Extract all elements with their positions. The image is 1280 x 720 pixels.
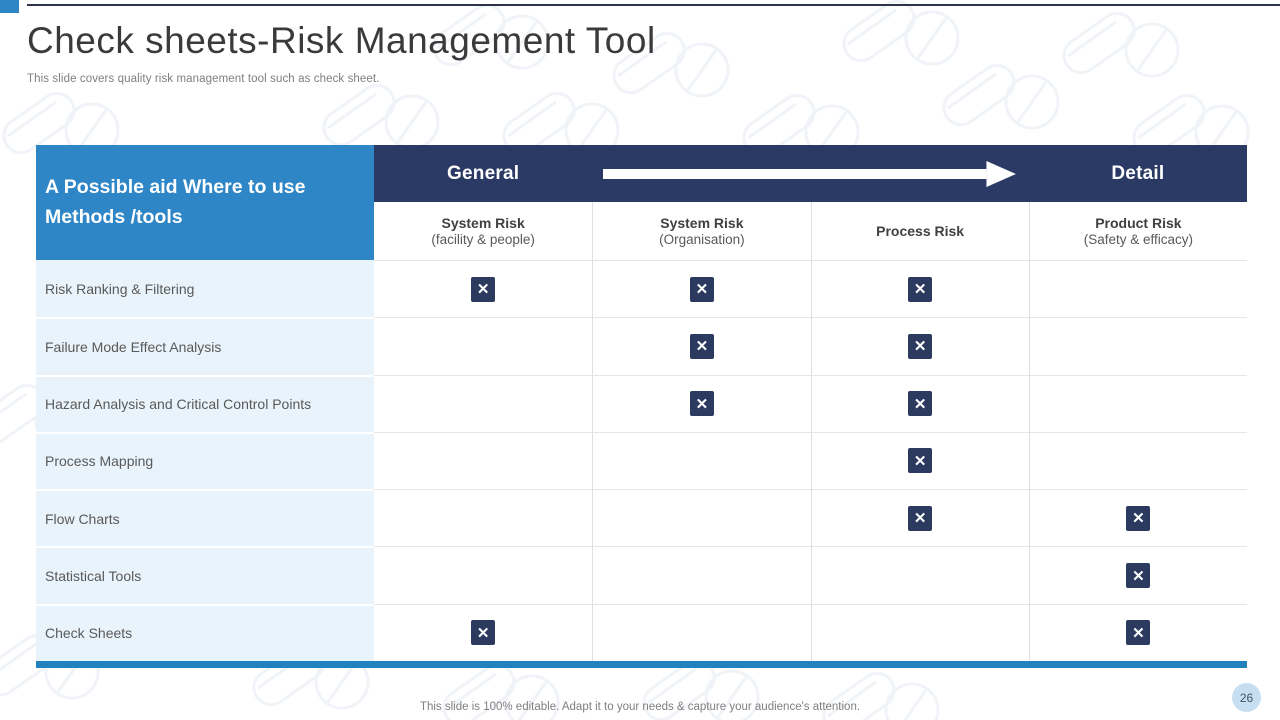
column-subtitle: (facility & people) [431,232,535,247]
column-title: System Risk [441,215,525,231]
x-mark-icon: ✕ [689,333,714,359]
x-mark-icon: ✕ [689,276,714,302]
matrix-cell [1028,374,1247,432]
table-corner-header-label: A Possible aid Where to use Methods /too… [45,176,317,228]
column-header-cell: System Risk (Organisation) [592,202,810,260]
title-block: Check sheets-Risk Management Tool This s… [27,20,656,85]
x-mark-icon: ✕ [471,276,496,302]
x-mark-icon: ✕ [1126,563,1151,589]
matrix-cell [592,603,811,661]
column-header-cell: System Risk (facility & people) [374,202,592,260]
table-bottom-accent-bar [36,661,1247,668]
matrix-cell: ✕ [374,603,593,661]
x-mark-icon: ✕ [908,448,933,474]
matrix-cell [810,603,1029,661]
column-subtitle: (Organisation) [659,232,745,247]
page-number: 26 [1239,690,1254,705]
matrix-cell [374,431,593,490]
top-divider-line [27,4,1280,6]
slide-accent-square [0,0,19,13]
matrix-cell [1028,317,1247,375]
row-label: Hazard Analysis and Critical Control Poi… [36,374,374,432]
row-label: Process Mapping [36,431,374,490]
page-title: Check sheets-Risk Management Tool [27,20,656,61]
matrix-cell: ✕ [810,260,1029,318]
matrix-rows: Risk Ranking & Filtering ✕ ✕ ✕ Failure Mode … [36,260,1247,661]
table-row: Process Mapping ✕ [36,431,1247,490]
table-row: Risk Ranking & Filtering ✕ ✕ ✕ [36,260,1247,318]
x-mark-icon: ✕ [908,276,933,302]
column-title: Product Risk [1095,215,1182,231]
column-header-cell: Product Risk (Safety & efficacy) [1028,202,1247,260]
column-title: Process Risk [876,223,965,239]
page-subtitle: This slide covers quality risk managemen… [27,72,380,85]
x-mark-icon: ✕ [689,391,714,417]
row-label: Failure Mode Effect Analysis [36,317,374,375]
x-mark-icon: ✕ [908,505,933,531]
right-arrow-icon [602,160,1016,187]
matrix-cell [374,374,593,432]
matrix-cell: ✕ [374,260,593,318]
x-mark-icon: ✕ [908,333,933,359]
table-row: Flow Charts ✕ ✕ [36,489,1247,547]
scale-label-general: General [447,162,520,184]
risk-matrix-table: A Possible aid Where to use Methods /too… [36,145,1247,668]
matrix-cell: ✕ [810,374,1029,432]
x-mark-icon: ✕ [1126,505,1151,531]
row-label: Risk Ranking & Filtering [36,260,374,318]
row-label: Check Sheets [36,603,374,661]
table-row: Hazard Analysis and Critical Control Poi… [36,374,1247,432]
matrix-cell: ✕ [810,489,1029,547]
x-mark-icon: ✕ [1126,620,1151,646]
column-header-cell: Process Risk [810,202,1029,260]
matrix-cell: ✕ [810,317,1029,375]
matrix-cell: ✕ [1028,489,1247,547]
general-detail-scale-band: General Detail [374,145,1247,202]
matrix-cell [810,546,1029,604]
x-mark-icon: ✕ [908,391,933,417]
scale-label-detail: Detail [1111,162,1165,184]
matrix-cell: ✕ [810,431,1029,490]
matrix-cell [374,489,593,547]
table-row: Check Sheets ✕ ✕ [36,603,1247,661]
column-title: System Risk [660,215,744,231]
matrix-cell [1028,260,1247,318]
column-subtitle: (Safety & efficacy) [1083,232,1194,247]
matrix-cell [592,489,811,547]
matrix-cell: ✕ [592,374,811,432]
matrix-cell: ✕ [592,260,811,318]
matrix-cell [1028,431,1247,490]
matrix-cell: ✕ [1028,603,1247,661]
row-label: Flow Charts [36,489,374,547]
matrix-cell [592,431,811,490]
x-mark-icon: ✕ [471,620,496,646]
matrix-cell: ✕ [1028,546,1247,604]
matrix-cell: ✕ [592,317,811,375]
column-header-row: System Risk (facility & people) System Ris… [374,202,1247,260]
matrix-cell [592,546,811,604]
table-row: Statistical Tools ✕ [36,546,1247,604]
matrix-cell [374,317,593,375]
footer-note: This slide is 100% editable. Adapt it to… [419,701,861,713]
row-label: Statistical Tools [36,546,374,604]
table-row: Failure Mode Effect Analysis ✕ ✕ [36,317,1247,375]
table-corner-header: A Possible aid Where to use Methods /too… [36,145,374,260]
matrix-cell [374,546,593,604]
page-number-badge: 26 [1232,683,1261,712]
